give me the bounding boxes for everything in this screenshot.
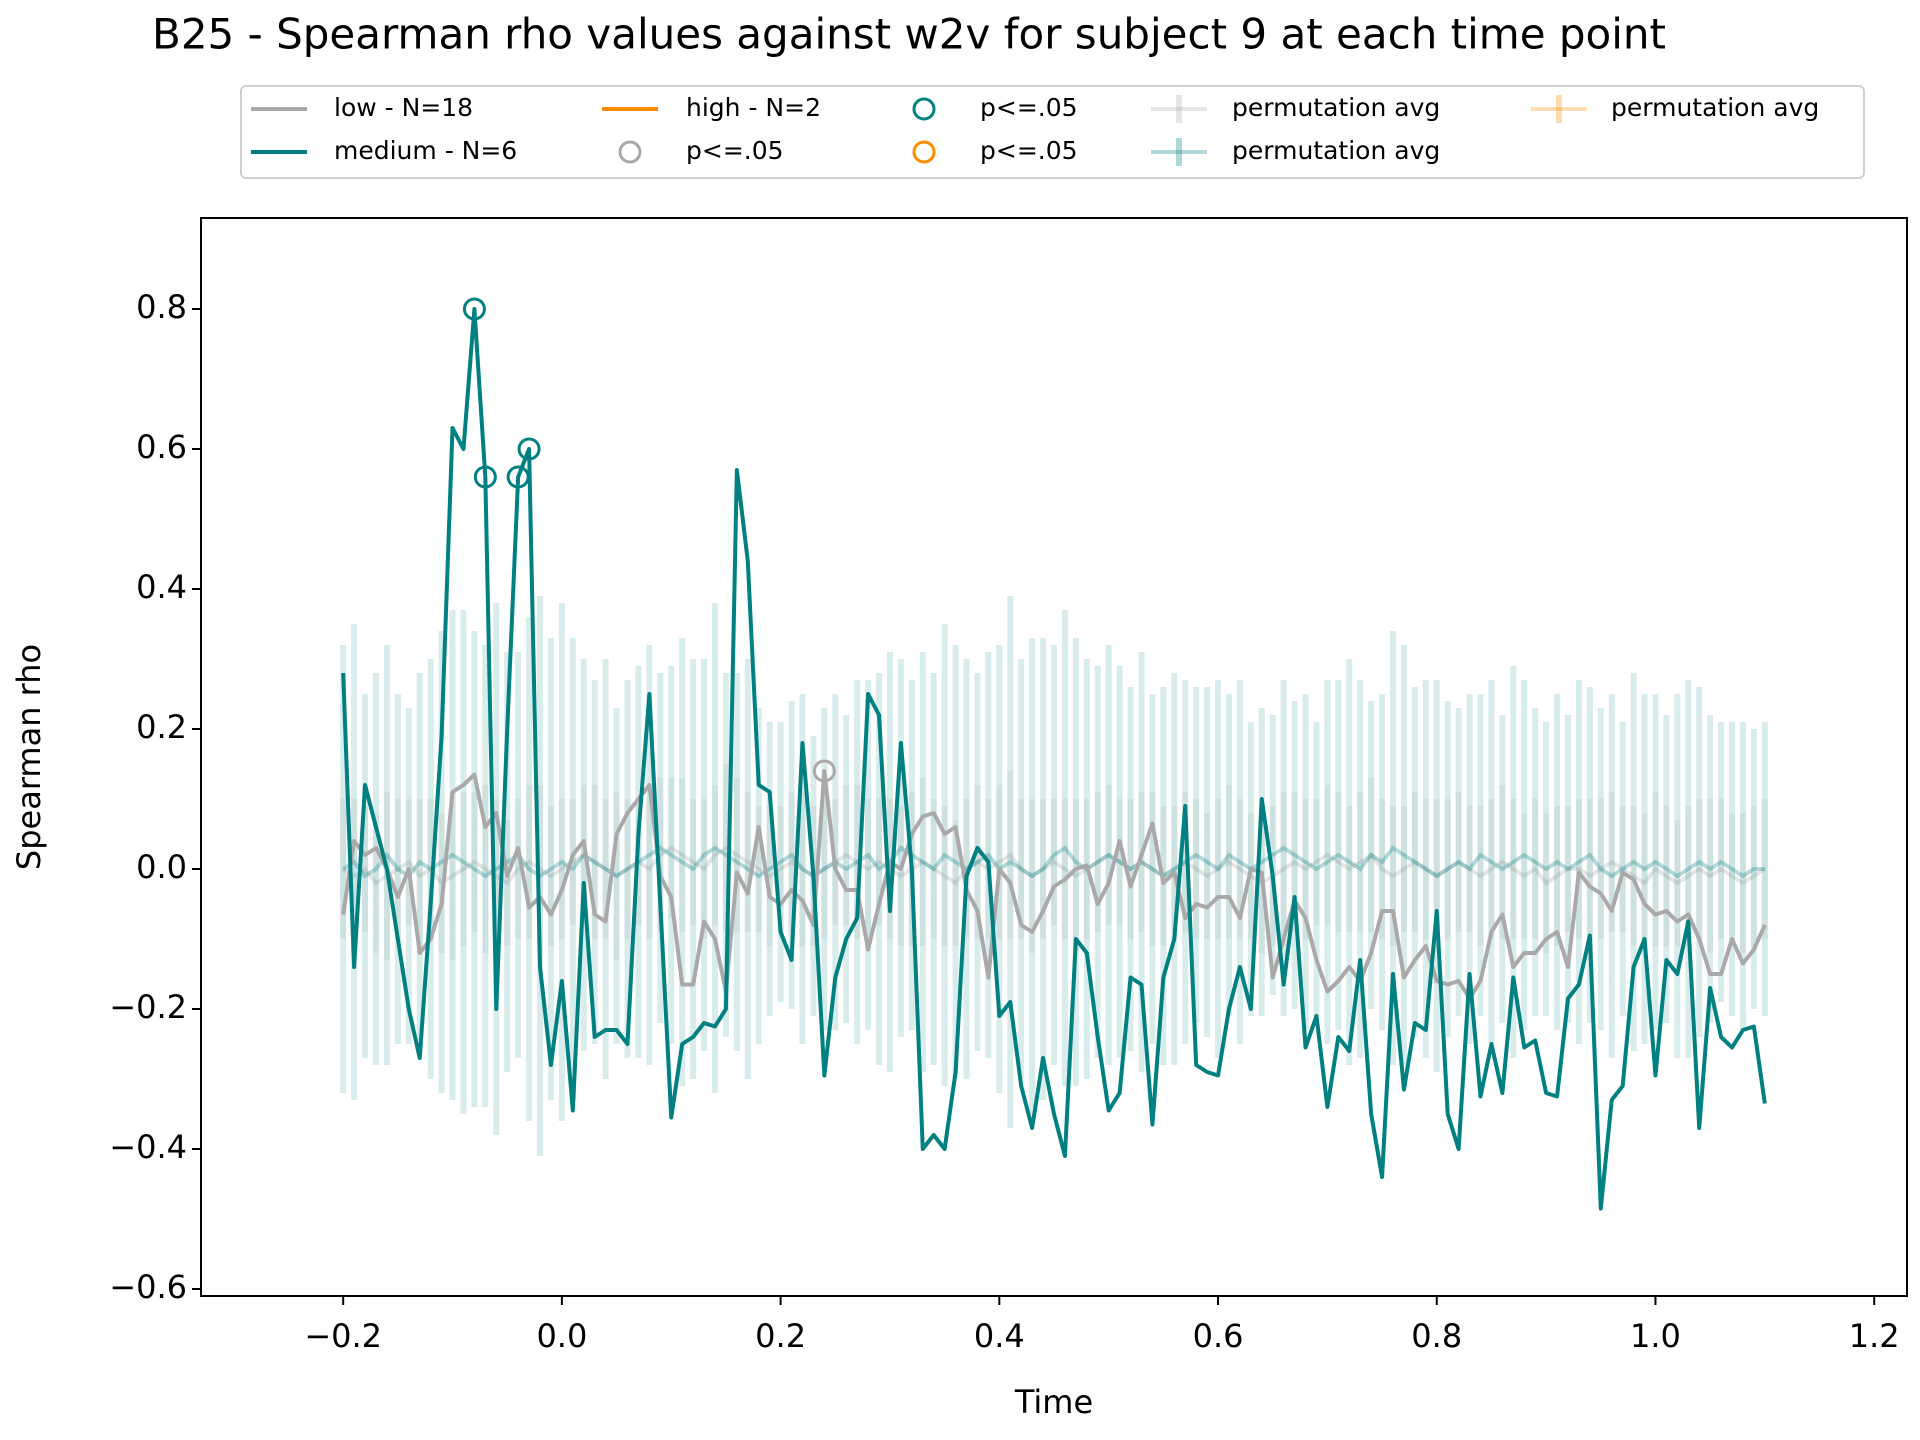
x-tick-label: −0.2 xyxy=(304,1317,382,1355)
legend-entry: permutation avg xyxy=(1531,93,1819,123)
axes-frame xyxy=(200,217,1908,1297)
x-tick-label: 0.4 xyxy=(974,1317,1025,1355)
chart-title: B25 - Spearman rho values against w2v fo… xyxy=(152,10,1666,59)
legend-entry: high - N=2 xyxy=(602,93,821,122)
significance-marker xyxy=(506,465,530,489)
y-tick-label: −0.6 xyxy=(109,1268,187,1306)
y-tick-label: 0.0 xyxy=(136,848,187,886)
legend-label: low - N=18 xyxy=(334,93,473,122)
data-line xyxy=(341,769,1767,1001)
legend-label: permutation avg xyxy=(1611,93,1819,122)
legend-marker xyxy=(912,140,936,164)
legend-entry: permutation avg xyxy=(1151,93,1440,123)
legend-entry: low - N=18 xyxy=(251,93,473,122)
legend-label: high - N=2 xyxy=(686,93,821,122)
legend-label: medium - N=6 xyxy=(334,136,517,165)
legend-entry: p<=.05 xyxy=(912,93,1078,122)
significance-marker xyxy=(473,465,497,489)
y-tick-label: 0.4 xyxy=(136,568,187,606)
legend-label: p<=.05 xyxy=(980,93,1078,122)
x-tick-label: 0.6 xyxy=(1193,1317,1244,1355)
legend-marker xyxy=(912,97,936,121)
x-tick-label: 1.0 xyxy=(1630,1317,1681,1355)
significance-marker xyxy=(517,437,541,461)
legend-label: p<=.05 xyxy=(980,136,1078,165)
permutation-line xyxy=(342,845,1765,879)
x-tick-label: 0.0 xyxy=(536,1317,587,1355)
legend-label: permutation avg xyxy=(1232,136,1440,165)
y-tick-label: 0.6 xyxy=(136,428,187,466)
significance-marker xyxy=(812,759,836,783)
x-axis-label: Time xyxy=(1014,1383,1093,1421)
legend-entry: medium - N=6 xyxy=(251,136,517,165)
x-tick-label: 0.2 xyxy=(755,1317,806,1355)
y-tick-label: 0.8 xyxy=(136,288,187,326)
significance-marker xyxy=(462,297,486,321)
legend-marker xyxy=(618,140,642,164)
legend-entry: p<=.05 xyxy=(912,136,1078,165)
y-axis-label: Spearman rho xyxy=(10,644,48,870)
data-line xyxy=(341,307,1767,1211)
legend-entry: p<=.05 xyxy=(618,136,784,165)
plot-area xyxy=(340,297,1768,1211)
legend-entry: permutation avg xyxy=(1151,136,1440,166)
y-tick-label: −0.2 xyxy=(109,988,187,1026)
x-tick-label: 0.8 xyxy=(1411,1317,1462,1355)
legend-label: permutation avg xyxy=(1232,93,1440,122)
legend: low - N=18 medium - N=6 high - N=2 p<=.05 p<… xyxy=(251,93,1819,166)
y-tick-label: −0.4 xyxy=(109,1128,187,1166)
permutation-line xyxy=(342,845,1766,886)
x-tick-label: 1.2 xyxy=(1849,1317,1900,1355)
legend-label: p<=.05 xyxy=(686,136,784,165)
y-tick-label: 0.2 xyxy=(136,708,187,746)
